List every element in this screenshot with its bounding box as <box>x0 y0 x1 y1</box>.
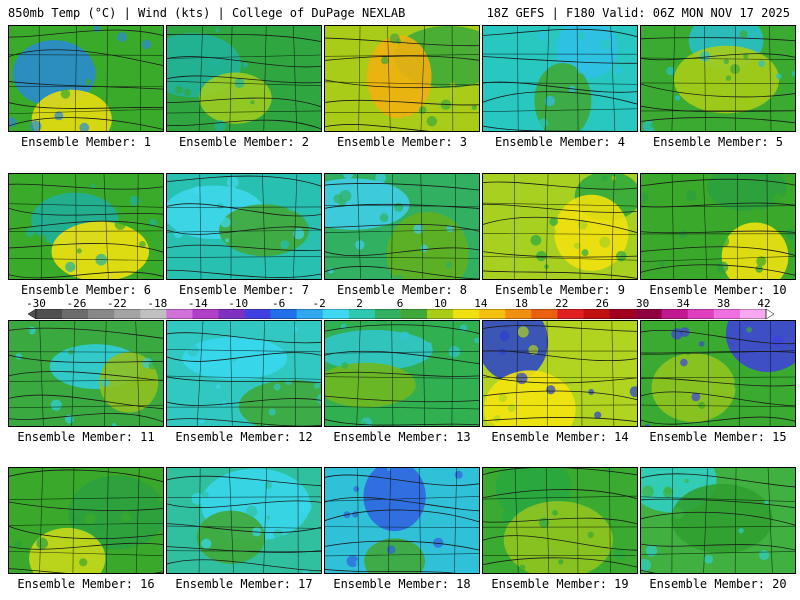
ensemble-map-panel <box>8 467 164 574</box>
colorbar-tick-label: 6 <box>396 297 404 310</box>
ensemble-map-panel <box>8 25 164 132</box>
ensemble-member-label: Ensemble Member: 11 <box>17 430 155 444</box>
colorbar-tick-label: 14 <box>474 297 488 310</box>
ensemble-map-panel <box>166 320 322 427</box>
ensemble-map-panel <box>324 173 480 280</box>
ensemble-map-panel <box>482 320 638 427</box>
chart-title: 850mb Temp (°C) | Wind (kts) | College o… <box>8 6 406 20</box>
ensemble-map-panel <box>166 25 322 132</box>
ensemble-member-label: Ensemble Member: 9 <box>494 283 626 297</box>
ensemble-member-label: Ensemble Member: 13 <box>333 430 471 444</box>
ensemble-map-panel <box>640 173 796 280</box>
ensemble-member-label: Ensemble Member: 19 <box>491 577 629 591</box>
ensemble-member-label: Ensemble Member: 15 <box>649 430 787 444</box>
ensemble-map-panel <box>482 467 638 574</box>
ensemble-member-label: Ensemble Member: 14 <box>491 430 629 444</box>
ensemble-map-panel <box>166 173 322 280</box>
ensemble-member-label: Ensemble Member: 12 <box>175 430 313 444</box>
ensemble-map-panel <box>324 320 480 427</box>
ensemble-member-label: Ensemble Member: 17 <box>175 577 313 591</box>
colorbar-tick-label: 18 <box>514 297 528 310</box>
ensemble-map-panel <box>324 467 480 574</box>
ensemble-member-label: Ensemble Member: 16 <box>17 577 155 591</box>
colorbar-tick-label: 34 <box>676 297 690 310</box>
model-run-info: 18Z GEFS | F180 Valid: 06Z MON NOV 17 20… <box>486 6 790 20</box>
ensemble-map-panel <box>640 25 796 132</box>
colorbar-tick-label: -26 <box>66 297 87 310</box>
ensemble-member-label: Ensemble Member: 4 <box>494 135 626 149</box>
ensemble-member-label: Ensemble Member: 8 <box>336 283 468 297</box>
ensemble-member-label: Ensemble Member: 2 <box>178 135 310 149</box>
ensemble-member-label: Ensemble Member: 20 <box>649 577 787 591</box>
ensemble-map-panel <box>640 320 796 427</box>
ensemble-member-label: Ensemble Member: 7 <box>178 283 310 297</box>
colorbar-tick-label: 38 <box>716 297 731 310</box>
ensemble-member-label: Ensemble Member: 5 <box>652 135 784 149</box>
colorbar-tick-label: -10 <box>228 297 249 310</box>
colorbar-tick-label: 30 <box>636 297 650 310</box>
colorbar-tick-label: -18 <box>147 297 168 310</box>
colorbar-tick-label: -14 <box>187 297 208 310</box>
ensemble-map-panel <box>8 173 164 280</box>
colorbar-tick-label: 10 <box>433 297 448 310</box>
ensemble-map-panel <box>482 173 638 280</box>
colorbar-tick-label: -2 <box>312 297 326 310</box>
ensemble-map-panel <box>8 320 164 427</box>
ensemble-map-panel <box>640 467 796 574</box>
ensemble-map-panel <box>324 25 480 132</box>
colorbar-tick-label: 22 <box>555 297 569 310</box>
ensemble-member-label: Ensemble Member: 6 <box>20 283 152 297</box>
ensemble-map-panel <box>166 467 322 574</box>
ensemble-member-label: Ensemble Member: 1 <box>20 135 152 149</box>
ensemble-member-label: Ensemble Member: 18 <box>333 577 471 591</box>
temperature-colorbar <box>28 309 774 319</box>
colorbar-tick-label: 26 <box>595 297 609 310</box>
ensemble-member-label: Ensemble Member: 10 <box>649 283 787 297</box>
ensemble-map-panel <box>482 25 638 132</box>
colorbar-tick-label: -30 <box>26 297 46 310</box>
colorbar-tick-label: 2 <box>356 297 363 310</box>
colorbar-tick-label: -22 <box>106 297 127 310</box>
colorbar-tick-label: -6 <box>272 297 286 310</box>
colorbar-tick-label: 42 <box>757 297 771 310</box>
ensemble-member-label: Ensemble Member: 3 <box>336 135 468 149</box>
